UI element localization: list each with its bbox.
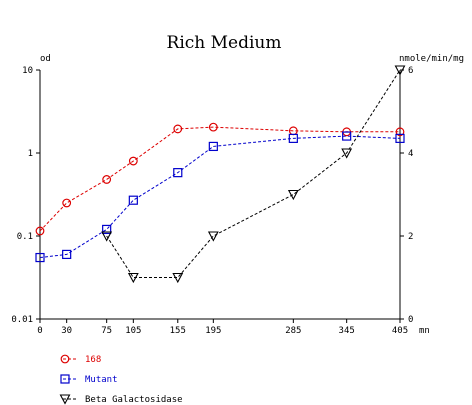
x-tick-label: 285 bbox=[285, 326, 301, 336]
data-point bbox=[35, 226, 45, 236]
x-tick-label: 155 bbox=[170, 326, 186, 336]
x-axis-unit: mn bbox=[419, 326, 430, 336]
x-tick-label: 195 bbox=[205, 326, 221, 336]
legend-label: Beta Galactosidase bbox=[85, 395, 183, 405]
data-point bbox=[102, 224, 112, 235]
data-point bbox=[62, 249, 72, 260]
data-point bbox=[207, 231, 219, 242]
data-point bbox=[208, 122, 218, 132]
x-tick-label: 75 bbox=[101, 326, 112, 336]
y-right-tick-label: 6 bbox=[408, 66, 413, 76]
legend-label: Mutant bbox=[85, 375, 118, 385]
data-point bbox=[341, 148, 353, 159]
series-line bbox=[39, 135, 401, 259]
series-line bbox=[39, 126, 400, 232]
data-point bbox=[102, 175, 112, 184]
series-2 bbox=[101, 65, 406, 284]
data-point bbox=[35, 252, 45, 263]
legend-marker bbox=[59, 394, 71, 405]
legend-marker bbox=[60, 374, 70, 384]
chart-title: Rich Medium bbox=[167, 33, 282, 53]
data-point bbox=[173, 124, 183, 134]
data-point bbox=[342, 131, 352, 141]
x-tick-label: 345 bbox=[339, 326, 355, 336]
legend-item: Mutant bbox=[60, 374, 118, 385]
legend-marker bbox=[60, 354, 70, 364]
data-point bbox=[208, 141, 218, 152]
series-line bbox=[106, 69, 401, 278]
data-point bbox=[128, 195, 138, 205]
x-tick-label: 30 bbox=[61, 326, 72, 336]
x-tick-label: 105 bbox=[125, 326, 141, 336]
y-left-tick-label: 0.01 bbox=[11, 315, 33, 325]
y-left-tick-label: 10 bbox=[22, 66, 33, 76]
y-left-tick-label: 1 bbox=[28, 149, 33, 159]
data-point bbox=[287, 189, 299, 201]
data-point bbox=[128, 156, 138, 166]
y-right-tick-label: 0 bbox=[408, 315, 413, 325]
data-point bbox=[172, 272, 184, 284]
x-tick-label: 0 bbox=[37, 326, 42, 336]
data-point bbox=[395, 127, 405, 137]
y-left-tick-label: 0.1 bbox=[17, 232, 33, 242]
data-point bbox=[127, 272, 139, 284]
data-point bbox=[173, 168, 183, 178]
legend-item: 168 bbox=[60, 354, 101, 365]
legend-label: 168 bbox=[85, 355, 101, 365]
y-right-tick-label: 2 bbox=[408, 232, 413, 242]
data-point bbox=[62, 198, 72, 208]
data-point bbox=[394, 65, 406, 76]
data-point bbox=[288, 133, 298, 143]
data-point bbox=[395, 133, 405, 143]
x-tick-label: 405 bbox=[392, 326, 408, 336]
y-left-unit: od bbox=[40, 54, 51, 64]
y-right-unit: nmole/min/mg bbox=[399, 54, 464, 64]
series-1 bbox=[35, 131, 405, 263]
legend-item: Beta Galactosidase bbox=[59, 394, 183, 405]
data-point bbox=[101, 231, 113, 242]
y-right-tick-label: 4 bbox=[408, 149, 413, 159]
